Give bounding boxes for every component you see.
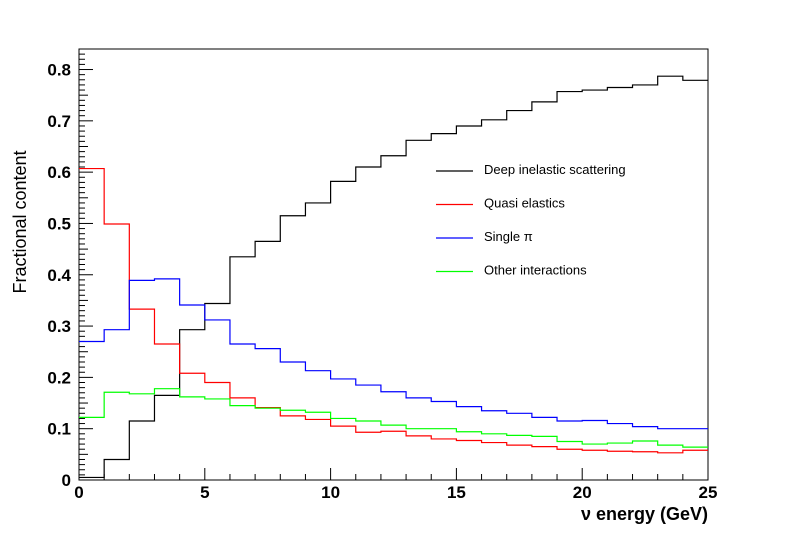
x-tick-label: 25 bbox=[699, 483, 718, 502]
legend: Deep inelastic scattering Quasi elastics S… bbox=[436, 162, 626, 278]
y-tick-label: 0.7 bbox=[47, 112, 71, 131]
y-tick-label: 0 bbox=[62, 471, 71, 490]
axis-ticks bbox=[78, 48, 709, 481]
series-line bbox=[79, 278, 708, 430]
legend-entry: Deep inelastic scattering bbox=[484, 162, 626, 177]
x-axis-title: ν energy (GeV) bbox=[581, 504, 708, 524]
legend-entry: Single π bbox=[484, 229, 533, 244]
x-tick-label: 0 bbox=[74, 483, 83, 502]
series-line bbox=[79, 75, 708, 479]
series-line bbox=[79, 167, 708, 454]
y-tick-label: 0.3 bbox=[47, 317, 71, 336]
y-tick-label: 0.6 bbox=[47, 163, 71, 182]
y-axis-title: Fractional content bbox=[10, 150, 30, 293]
y-tick-label: 0.1 bbox=[47, 420, 71, 439]
legend-entry: Quasi elastics bbox=[484, 196, 565, 211]
y-tick-label: 0.2 bbox=[47, 368, 71, 387]
tick-labels: 0 5 10 15 20 25 0 0.1 0.2 0.3 0.4 0.5 0.6 0.7 0.8 bbox=[47, 61, 717, 502]
y-tick-label: 0.8 bbox=[47, 61, 71, 80]
y-tick-label: 0.5 bbox=[47, 214, 71, 233]
plot-frame bbox=[78, 48, 709, 481]
x-tick-label: 20 bbox=[573, 483, 592, 502]
y-tick-label: 0.4 bbox=[47, 266, 71, 285]
series-layer bbox=[79, 75, 708, 479]
legend-entry: Other interactions bbox=[484, 263, 587, 278]
x-tick-label: 5 bbox=[200, 483, 209, 502]
x-tick-label: 10 bbox=[321, 483, 340, 502]
series-line bbox=[79, 388, 708, 448]
x-tick-label: 15 bbox=[447, 483, 466, 502]
